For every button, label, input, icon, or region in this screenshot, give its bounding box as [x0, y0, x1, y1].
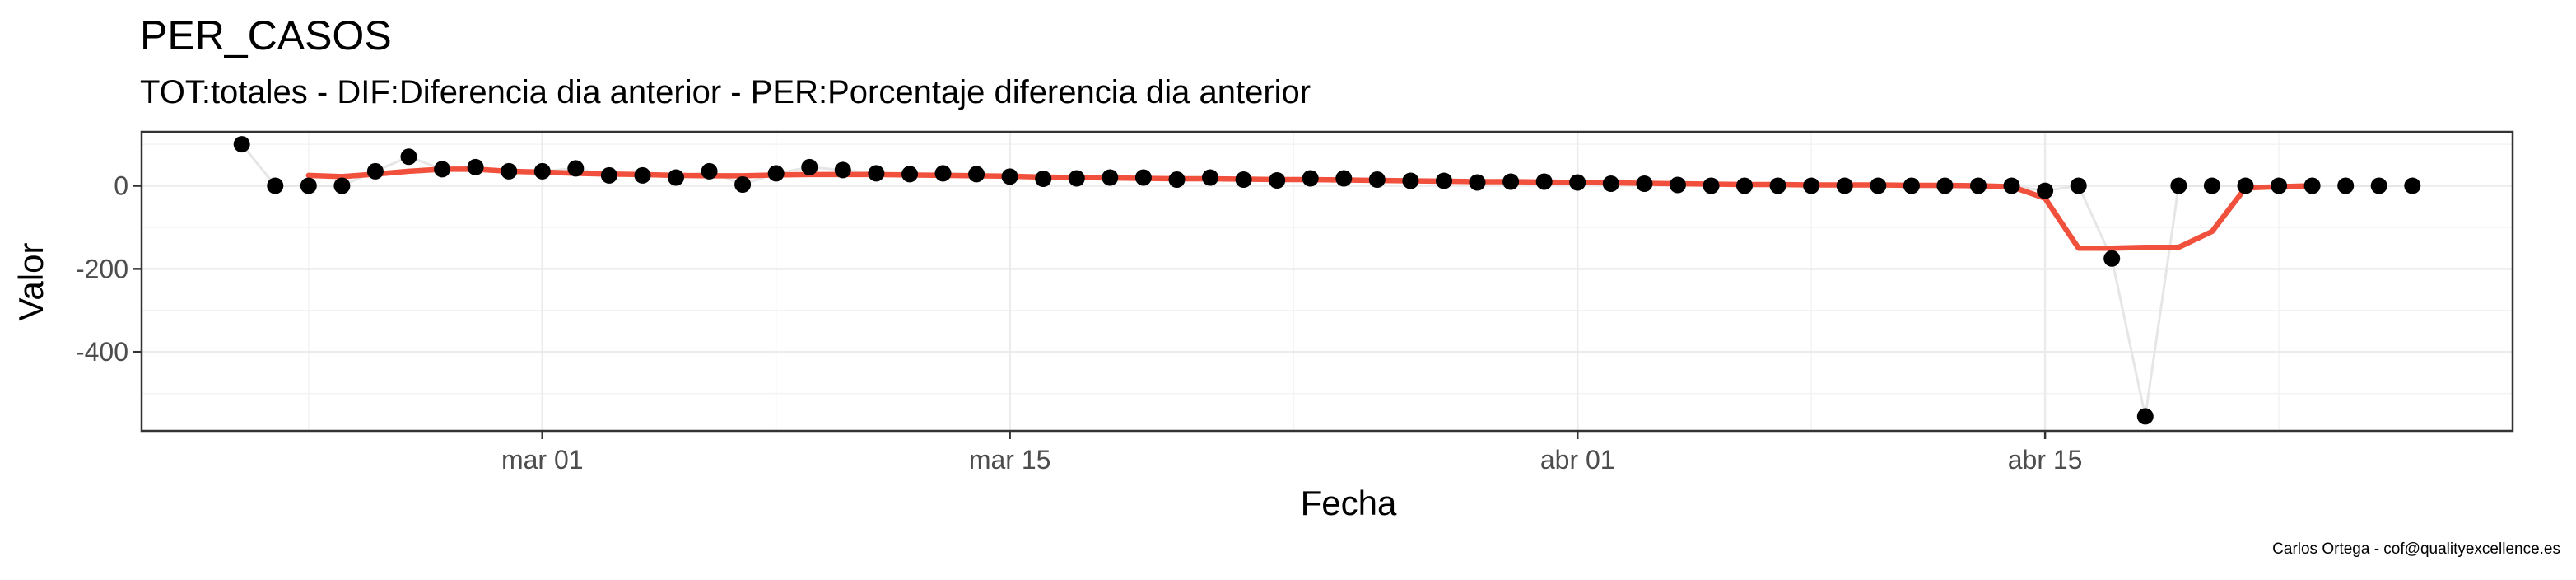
data-point	[1134, 169, 1152, 186]
data-point	[2370, 177, 2387, 194]
data-point	[267, 177, 284, 194]
data-point	[968, 166, 985, 183]
data-point	[1803, 177, 1820, 194]
data-point	[1669, 176, 1686, 194]
data-point	[1769, 177, 1786, 194]
plot-panel-border	[140, 130, 2514, 433]
data-point	[1602, 175, 1619, 192]
data-point	[1035, 171, 1052, 187]
y-tick-label: -400	[76, 337, 128, 367]
data-point	[1168, 171, 1186, 188]
data-point	[1068, 170, 1085, 187]
data-point	[2303, 177, 2321, 194]
grid-lines	[142, 132, 2513, 431]
data-point	[1535, 173, 1553, 190]
data-point	[233, 136, 250, 153]
data-point	[501, 162, 518, 180]
data-point	[2337, 177, 2355, 194]
data-point	[634, 166, 651, 184]
data-point	[834, 161, 851, 179]
data-point	[1636, 175, 1653, 192]
data-point	[600, 166, 617, 184]
data-point	[901, 166, 918, 183]
data-point	[400, 148, 417, 166]
data-point	[1001, 168, 1018, 185]
data-point	[2103, 250, 2121, 267]
data-point	[1102, 169, 1119, 186]
data-point	[767, 165, 785, 182]
chart-title: PER_CASOS	[140, 12, 392, 58]
y-tick-label: -200	[76, 254, 128, 283]
data-point	[668, 169, 684, 186]
data-point	[1569, 174, 1586, 191]
data-point	[1703, 177, 1720, 194]
data-point	[701, 162, 718, 180]
x-tick-label: abr 01	[1540, 445, 1615, 475]
caption: Carlos Ortega - cof@qualityexcellence.es	[2272, 540, 2560, 558]
data-point	[2136, 408, 2154, 425]
data-point	[567, 160, 585, 177]
data-point	[1936, 177, 1954, 194]
data-point	[868, 165, 885, 182]
data-point	[1970, 177, 1987, 194]
data-point	[934, 165, 952, 182]
x-axis-title: Fecha	[1301, 484, 1397, 522]
data-point	[734, 176, 752, 193]
data-point	[1235, 171, 1252, 188]
data-point	[2237, 177, 2254, 194]
data-point	[2037, 182, 2054, 199]
data-point	[2170, 177, 2187, 194]
data-point	[2203, 177, 2220, 194]
x-tick-label: mar 01	[501, 445, 584, 475]
x-tick-label: mar 15	[969, 445, 1051, 475]
data-point	[1302, 170, 1319, 187]
data-point	[1469, 174, 1486, 191]
data-point	[1836, 177, 1853, 194]
data-point	[467, 158, 484, 175]
x-tick-label: abr 15	[2008, 445, 2083, 475]
data-point	[1736, 177, 1753, 194]
series-points	[233, 136, 2421, 425]
y-tick-label: 0	[114, 171, 128, 201]
data-point	[1436, 172, 1452, 189]
data-point	[1502, 173, 1520, 190]
data-point	[333, 177, 351, 194]
data-point	[2003, 177, 2020, 194]
data-point	[1903, 177, 1920, 194]
data-point	[1368, 171, 1386, 188]
data-point	[533, 162, 551, 180]
y-axis: 0 -200 -400	[76, 171, 142, 367]
data-point	[1202, 169, 1218, 186]
data-point	[1335, 170, 1353, 187]
y-axis-title: Valor	[12, 243, 50, 321]
data-point	[1269, 172, 1286, 189]
data-point	[801, 158, 818, 175]
chart-subtitle: TOT:totales - DIF:Diferencia dia anterio…	[140, 74, 1311, 110]
data-point	[1402, 172, 1419, 189]
data-point	[434, 161, 451, 178]
data-point	[1870, 177, 1887, 194]
data-point	[300, 177, 317, 194]
data-point	[2404, 177, 2421, 194]
x-axis: mar 01 mar 15 abr 01 abr 15	[501, 431, 2083, 475]
data-point	[2070, 177, 2087, 194]
data-point	[2271, 177, 2288, 194]
data-point	[366, 162, 384, 180]
